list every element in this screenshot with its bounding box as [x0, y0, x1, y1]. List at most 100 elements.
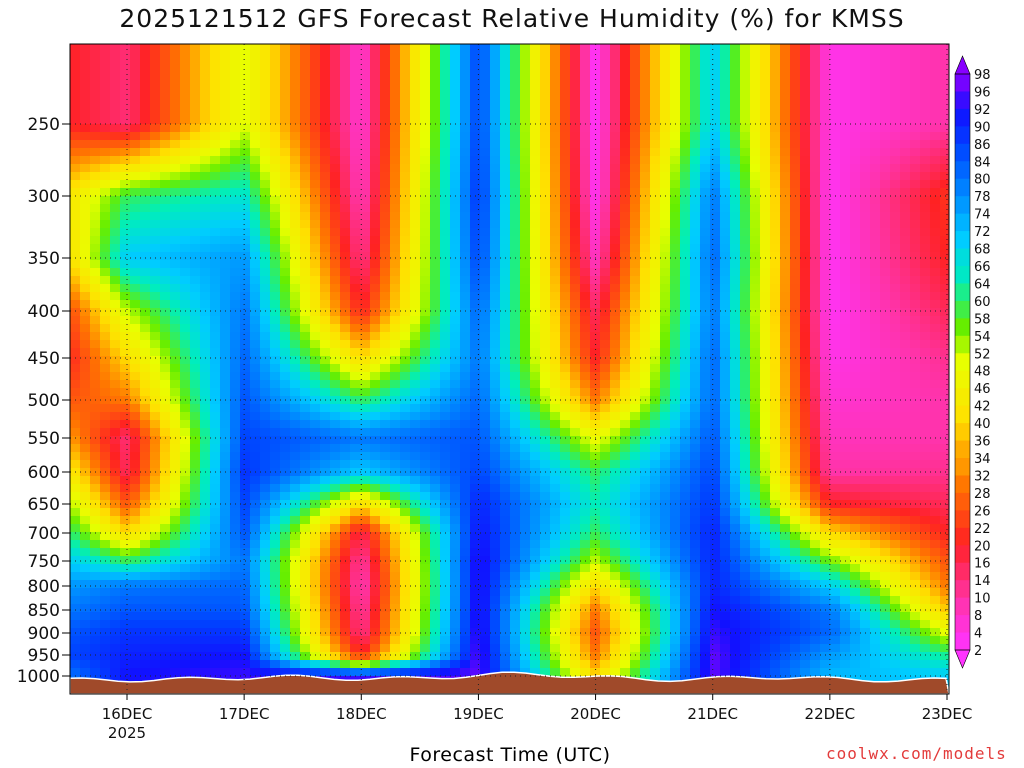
heatmap-cell: [390, 300, 401, 309]
heatmap-cell: [120, 460, 131, 469]
heatmap-cell: [330, 548, 341, 557]
heatmap-cell: [340, 124, 351, 133]
heatmap-cell: [130, 604, 141, 613]
heatmap-cell: [190, 188, 201, 197]
heatmap-cell: [640, 348, 651, 357]
heatmap-cell: [350, 532, 361, 541]
heatmap-cell: [110, 260, 121, 269]
heatmap-cell: [210, 508, 221, 517]
heatmap-cell: [330, 276, 341, 285]
heatmap-cell: [120, 92, 131, 101]
heatmap-cell: [570, 332, 581, 341]
heatmap-cell: [530, 252, 541, 261]
heatmap-cell: [200, 212, 211, 221]
heatmap-cell: [190, 540, 201, 549]
heatmap-cell: [360, 356, 371, 365]
heatmap-cell: [160, 372, 171, 381]
heatmap-cell: [660, 332, 671, 341]
heatmap-cell: [540, 348, 551, 357]
heatmap-cell: [420, 244, 431, 253]
heatmap-cell: [140, 172, 151, 181]
heatmap-cell: [660, 484, 671, 493]
heatmap-cell: [330, 92, 341, 101]
heatmap-cell: [100, 556, 111, 565]
heatmap-cell: [170, 476, 181, 485]
heatmap-cell: [200, 444, 211, 453]
heatmap-cell: [660, 676, 671, 685]
heatmap-cell: [470, 84, 481, 93]
heatmap-cell: [670, 52, 681, 61]
heatmap-cell: [570, 412, 581, 421]
heatmap-cell: [560, 140, 571, 149]
heatmap-cell: [470, 452, 481, 461]
heatmap-cell: [410, 516, 421, 525]
heatmap-cell: [540, 196, 551, 205]
heatmap-cell: [410, 108, 421, 117]
heatmap-cell: [160, 428, 171, 437]
heatmap-cell: [190, 524, 201, 533]
heatmap-cell: [220, 276, 231, 285]
heatmap-cell: [530, 220, 541, 229]
heatmap-cell: [390, 100, 401, 109]
heatmap-cell: [130, 252, 141, 261]
heatmap-cell: [80, 484, 91, 493]
heatmap-cell: [250, 580, 261, 589]
heatmap-cell: [540, 532, 551, 541]
heatmap-cell: [630, 140, 641, 149]
heatmap-cell: [410, 452, 421, 461]
heatmap-cell: [150, 652, 161, 661]
heatmap-cell: [290, 636, 301, 645]
heatmap-cell: [80, 212, 91, 221]
heatmap-cell: [590, 108, 601, 117]
heatmap-cell: [290, 324, 301, 333]
heatmap-cell: [420, 228, 431, 237]
heatmap-cell: [570, 508, 581, 517]
heatmap-cell: [190, 588, 201, 597]
heatmap-cell: [270, 580, 281, 589]
heatmap-cell: [100, 444, 111, 453]
heatmap-cell: [630, 228, 641, 237]
heatmap-cell: [640, 452, 651, 461]
heatmap-cell: [90, 68, 101, 77]
heatmap-cell: [400, 660, 411, 669]
heatmap-cell: [530, 324, 541, 333]
heatmap-cell: [120, 476, 131, 485]
heatmap-cell: [390, 372, 401, 381]
heatmap-cell: [630, 116, 641, 125]
heatmap-cell: [250, 124, 261, 133]
heatmap-cell: [250, 588, 261, 597]
heatmap-cell: [610, 340, 621, 349]
heatmap-cell: [550, 228, 561, 237]
heatmap-cell: [100, 84, 111, 93]
heatmap-cell: [160, 308, 171, 317]
heatmap-cell: [450, 236, 461, 245]
heatmap-cell: [530, 444, 541, 453]
heatmap-cell: [210, 180, 221, 189]
heatmap-cell: [90, 652, 101, 661]
heatmap-cell: [560, 428, 571, 437]
heatmap-cell: [160, 236, 171, 245]
heatmap-cell: [130, 292, 141, 301]
heatmap-cell: [590, 44, 601, 53]
heatmap-cell: [440, 580, 451, 589]
heatmap-cell: [400, 620, 411, 629]
heatmap-cell: [340, 180, 351, 189]
heatmap-cell: [550, 100, 561, 109]
heatmap-cell: [660, 68, 671, 77]
heatmap-cell: [620, 220, 631, 229]
heatmap-cell: [520, 540, 531, 549]
heatmap-cell: [660, 140, 671, 149]
heatmap-cell: [540, 652, 551, 661]
heatmap-cell: [380, 332, 391, 341]
heatmap-cell: [180, 492, 191, 501]
heatmap-cell: [630, 164, 641, 173]
heatmap-cell: [480, 452, 491, 461]
heatmap-cell: [80, 68, 91, 77]
heatmap-cell: [70, 620, 81, 629]
heatmap-cell: [460, 588, 471, 597]
heatmap-cell: [90, 196, 101, 205]
heatmap-cell: [260, 340, 271, 349]
heatmap-cell: [80, 636, 91, 645]
heatmap-cell: [450, 148, 461, 157]
heatmap-cell: [250, 644, 261, 653]
